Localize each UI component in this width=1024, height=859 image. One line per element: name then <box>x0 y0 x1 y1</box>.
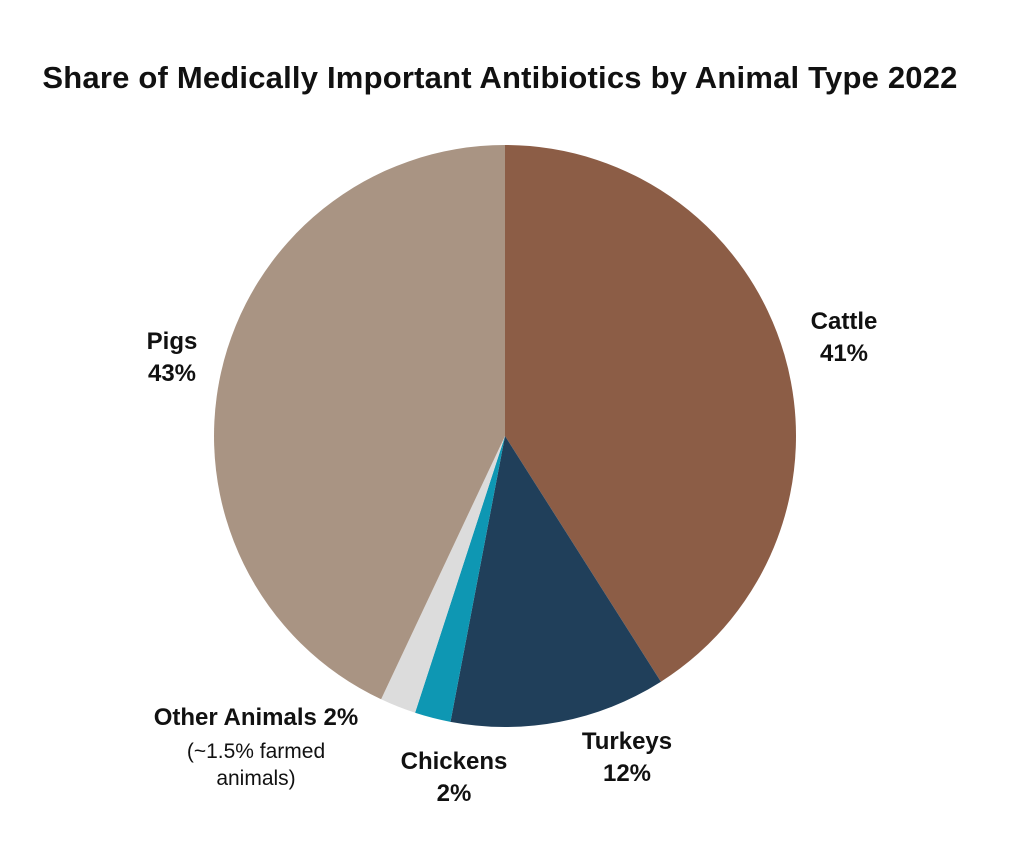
label-cattle: Cattle 41% <box>796 306 892 369</box>
pie-slice-chickens <box>415 436 505 722</box>
label-pigs-name: Pigs <box>146 328 198 355</box>
label-other-animals-note: (~1.5% farmed animals) <box>156 738 356 793</box>
label-turkeys-name: Turkeys <box>581 728 673 755</box>
label-chickens: Chickens 2% <box>384 746 524 809</box>
label-cattle-name: Cattle <box>810 308 878 335</box>
label-other-animals: Other Animals 2% <box>122 702 390 734</box>
label-turkeys: Turkeys 12% <box>566 726 688 789</box>
label-other-animals-name: Other Animals 2% <box>153 704 359 731</box>
label-cattle-pct: 41% <box>819 339 869 367</box>
label-chickens-name: Chickens <box>400 748 508 775</box>
pie-slice-other-animals <box>381 436 505 713</box>
label-pigs-pct: 43% <box>147 359 197 387</box>
pie-slice-pigs <box>214 145 505 700</box>
pie-slice-cattle <box>505 145 797 682</box>
pie-slice-turkeys <box>450 436 661 728</box>
label-other-animals-note-line2: animals) <box>216 767 296 791</box>
label-chickens-pct: 2% <box>436 779 472 807</box>
chart-title: Share of Medically Important Antibiotics… <box>42 60 958 95</box>
label-turkeys-pct: 12% <box>602 759 652 787</box>
label-pigs: Pigs 43% <box>126 326 218 389</box>
label-other-animals-note-line1: (~1.5% farmed <box>186 740 326 763</box>
